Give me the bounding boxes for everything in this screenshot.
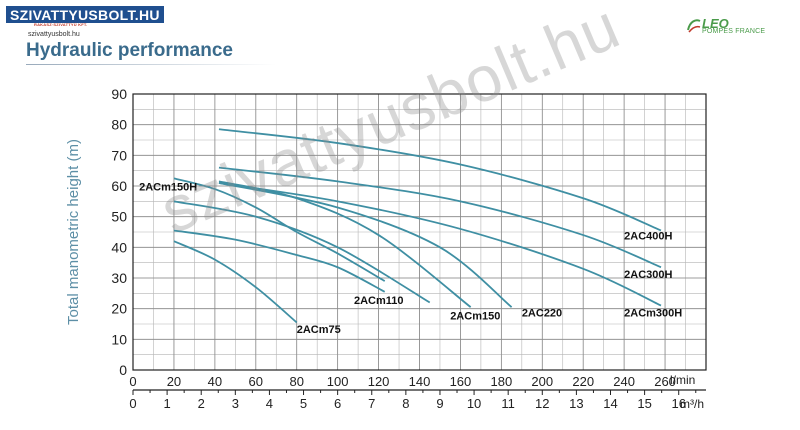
x2-tick-label: 2 [198,396,205,411]
chart-labels: 2ACm75 2ACm110 2ACm150H 2ACm150 2AC220 2ACm30… [139,182,682,337]
x2-tick-label: 0 [129,396,136,411]
curve-2ac300h [218,166,662,269]
curve-2ac220 [218,182,513,308]
y-tick-label: 50 [111,209,127,225]
curve-label-2acm110: 2ACm110 [354,295,404,307]
x2-tick-label: 10 [467,396,481,411]
curve-label-2ac300h: 2AC300H [624,269,672,281]
brand-subtitle: POMPES FRANCE [702,28,766,35]
curve-label-2acm150: 2ACm150 [450,310,500,322]
curve-label-2acm300h: 2ACm300H [624,307,682,319]
curve-label-2acm150h: 2ACm150H [139,182,197,194]
y-tick-label: 20 [111,301,127,317]
y-tick-label: 40 [111,239,127,255]
x-tick-label: 180 [491,374,513,389]
x2-tick-label: 6 [334,396,341,411]
curve-2acm150h [173,177,386,282]
x-tick-label: 20 [167,374,181,389]
title-divider [26,64,276,65]
x2-tick-label: 13 [569,396,583,411]
curve-2ac400h [218,128,662,232]
chart-grid [132,93,707,371]
brand-name: LEO [702,16,729,31]
x2-tick-label: 8 [402,396,409,411]
x-tick-label: 200 [531,374,553,389]
x-tick-label: 80 [289,374,303,389]
x2-tick-label: 4 [266,396,273,411]
y-tick-label: 80 [111,117,127,133]
x-axis-label: l/min [670,373,695,387]
chart-axes [132,93,707,395]
x2-tick-label: 11 [501,396,515,411]
page-title: Hydraulic performance [26,40,233,61]
curve-2acm110 [173,200,431,304]
logo: SZIVATTYUSBOLT.HU [6,6,164,23]
y-tick-label: 90 [111,86,127,102]
y-tick-label: 70 [111,147,127,163]
x2-tick-label: 5 [300,396,307,411]
curve-2acm110 [173,229,386,293]
curve-2acm300h [218,182,662,307]
x2-tick-label: 1 [163,396,170,411]
x-tick-label: 120 [368,374,390,389]
x-tick-label: 140 [409,374,431,389]
logo-subtext: RAKASZ·SZIVATTYÚ KFT. [34,22,88,27]
curve-2acm75 [173,240,298,324]
y-axis-label: Total manometric height (m) [65,139,82,325]
y-tick-label: 60 [111,178,127,194]
x-tick-label: 60 [249,374,263,389]
y-tick-label: 10 [111,331,127,347]
x-tick-label: 100 [327,374,349,389]
y-tick-label: 30 [111,270,127,286]
x2-tick-label: 3 [232,396,239,411]
y-tick-label: 0 [119,362,127,378]
x-tick-label: 240 [613,374,635,389]
curve-label-2acm75: 2ACm75 [297,324,341,336]
x-tick-label: 220 [572,374,594,389]
curve-label-2ac220: 2AC220 [522,307,562,319]
x2-tick-label: 9 [436,396,443,411]
x-tick-label: 260 [654,374,676,389]
x2-tick-label: 12 [535,396,549,411]
swoosh-icon [687,19,701,33]
x2-axis-label: m³/h [680,397,704,411]
x2-tick-label: 16 [671,396,685,411]
brand-logo: LEO POMPES FRANCE [686,16,772,40]
site-url: szivattyusbolt.hu [28,31,80,38]
chart-curves [173,128,662,324]
curve-label-2ac400h: 2AC400H [624,231,672,243]
x2-tick-label: 7 [368,396,375,411]
x2-tick-label: 14 [603,396,617,411]
x-tick-label: 160 [450,374,472,389]
x-tick-label: 40 [208,374,222,389]
plot-frame [132,93,707,371]
x2-tick-label: 15 [637,396,651,411]
x-tick-label: 0 [129,374,136,389]
